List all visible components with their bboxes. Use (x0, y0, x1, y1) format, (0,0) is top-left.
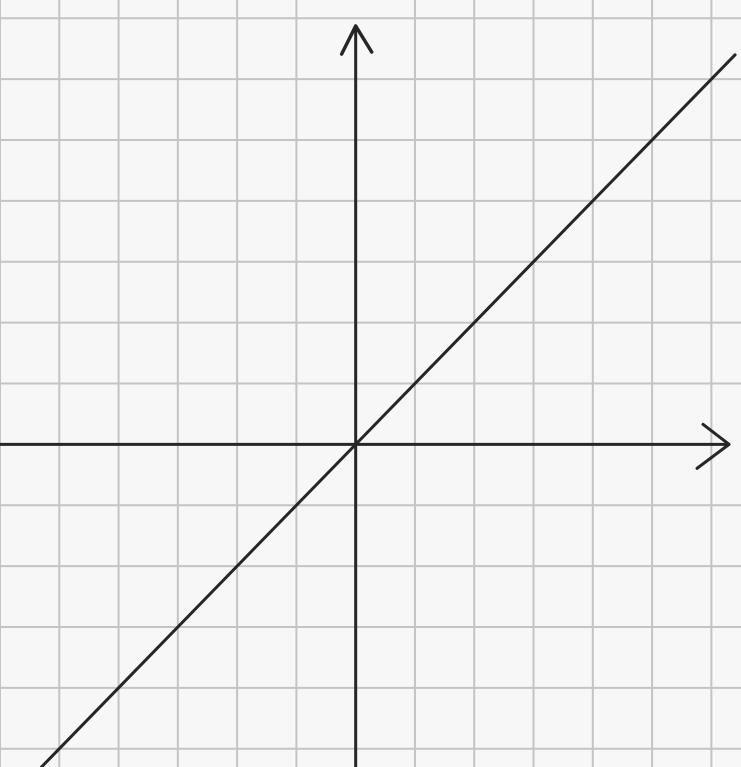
series-line (39, 53, 737, 767)
y-axis-arrowhead (339, 24, 374, 56)
x-axis-arrowhead (695, 422, 731, 470)
plot-area (39, 53, 737, 767)
axes (0, 24, 731, 767)
